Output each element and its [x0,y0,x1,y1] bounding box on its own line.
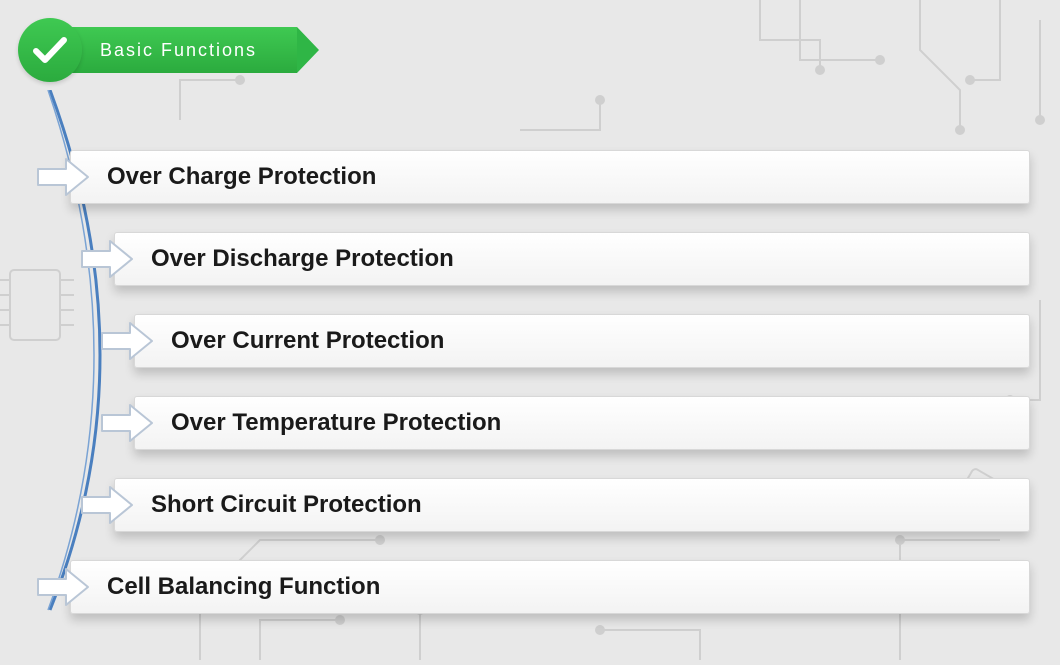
arrow-icon [80,485,134,525]
arrow-icon [100,321,154,361]
feature-bar: Over Temperature Protection [134,396,1030,450]
feature-label: Over Charge Protection [107,163,376,191]
arrow-icon [36,157,90,197]
feature-bar: Over Charge Protection [70,150,1030,204]
feature-row: Over Temperature Protection [0,396,1030,450]
header: Basic Functions [18,18,297,82]
arrow-icon [36,567,90,607]
feature-label: Over Discharge Protection [151,245,454,273]
feature-row: Over Current Protection [0,314,1030,368]
feature-row: Cell Balancing Function [0,560,1030,614]
arrow-icon [80,239,134,279]
feature-row: Over Charge Protection [0,150,1030,204]
header-title: Basic Functions [100,40,257,61]
feature-bar: Over Discharge Protection [114,232,1030,286]
feature-row: Short Circuit Protection [0,478,1030,532]
feature-label: Cell Balancing Function [107,573,380,601]
feature-label: Over Current Protection [171,327,444,355]
feature-list: Over Charge Protection Over Discharge Pro… [0,150,1030,642]
feature-label: Over Temperature Protection [171,409,501,437]
feature-bar: Over Current Protection [134,314,1030,368]
feature-bar: Cell Balancing Function [70,560,1030,614]
feature-row: Over Discharge Protection [0,232,1030,286]
feature-bar: Short Circuit Protection [114,478,1030,532]
header-badge: Basic Functions [70,27,297,73]
checkmark-icon [18,18,82,82]
arrow-icon [100,403,154,443]
feature-label: Short Circuit Protection [151,491,422,519]
